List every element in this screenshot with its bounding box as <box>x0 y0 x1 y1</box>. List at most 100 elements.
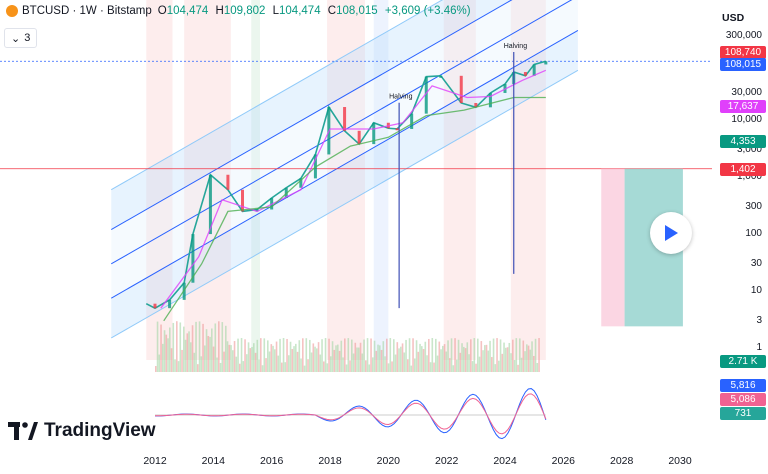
volume-bar <box>419 343 421 372</box>
time-tick-label: 2030 <box>668 455 692 467</box>
volume-bar <box>321 339 323 372</box>
time-tick-label: 2012 <box>143 455 167 467</box>
volume-bar <box>445 351 448 372</box>
volume-badge: 2.71 K <box>720 355 766 368</box>
cycle-band <box>510 0 546 360</box>
volume-bar <box>396 342 399 372</box>
open-value: 104,474 <box>166 5 209 17</box>
volume-bar <box>372 357 374 372</box>
price-chart-canvas[interactable]: Halving Halving <box>0 0 712 452</box>
volume-bar <box>225 325 227 372</box>
volume-bar <box>529 349 532 372</box>
interval-label[interactable]: 1W <box>79 5 97 17</box>
low-value: 104,474 <box>279 5 321 17</box>
volume-bar <box>380 349 383 372</box>
volume-bar <box>431 338 434 372</box>
volume-bar <box>342 357 344 372</box>
cycle-band <box>251 0 260 360</box>
exchange-label: Bitstamp <box>107 5 152 17</box>
oscillator-badge: 731 <box>720 407 766 420</box>
volume-bar <box>302 338 304 372</box>
volume-bar <box>184 339 187 372</box>
indicators-toggle-button[interactable]: ⌄ 3 <box>4 28 38 48</box>
candle <box>153 303 157 309</box>
volume-bar <box>387 363 390 372</box>
volume-bar <box>466 342 469 372</box>
candle <box>424 76 428 114</box>
volume-bar <box>326 363 329 372</box>
currency-label[interactable]: USD <box>722 12 745 24</box>
volume-bar <box>239 363 241 372</box>
channel-line-upper <box>111 0 513 230</box>
volume-bar <box>394 354 397 372</box>
volume-bar <box>267 340 269 372</box>
volume-bar <box>314 346 316 372</box>
price-scale[interactable]: 300,000 30,000 10,000 3,000 1,000 300 100 30 10 3… <box>712 0 768 452</box>
play-button[interactable] <box>650 212 692 254</box>
volume-bar <box>447 340 449 372</box>
candle <box>357 130 361 145</box>
price-tick-label: 30 <box>750 257 762 269</box>
volume-bar <box>188 331 190 372</box>
price-tick-label: 3 <box>756 314 762 326</box>
price-badge: 108,015 <box>720 58 766 72</box>
volume-bar <box>260 338 262 372</box>
macd-line <box>154 388 547 440</box>
volume-bar <box>309 339 311 372</box>
volume-bar <box>391 361 393 372</box>
volume-bar <box>415 340 418 372</box>
time-tick-label: 2020 <box>376 455 401 467</box>
volume-bar <box>454 338 456 372</box>
candle <box>544 61 548 65</box>
symbol-label[interactable]: BTCUSD <box>22 5 70 17</box>
volume-bar <box>379 345 381 372</box>
volume-bar <box>533 355 535 372</box>
volume-bar <box>328 338 330 372</box>
volume-bar <box>358 347 360 372</box>
time-tick-label: 2014 <box>201 455 226 467</box>
volume-bar <box>408 338 411 372</box>
volume-bar <box>401 343 404 372</box>
volume-bar <box>484 345 486 372</box>
candle <box>226 174 230 190</box>
volume-bar <box>421 346 423 372</box>
volume-bar <box>202 323 204 372</box>
volume-bar <box>491 357 493 372</box>
cycle-band <box>443 0 476 360</box>
close-label: C <box>327 5 337 17</box>
volume-bar <box>501 353 504 372</box>
volume-bar <box>284 362 287 372</box>
volume-bar <box>377 344 379 372</box>
volume-bar <box>197 364 199 372</box>
volume-bar <box>277 355 280 372</box>
volume-bar <box>235 356 238 372</box>
candle <box>410 113 414 129</box>
volume-bar <box>461 343 463 372</box>
volume-bar <box>270 344 273 372</box>
volume-bar <box>485 344 488 372</box>
volume-bar <box>478 356 481 372</box>
time-tick-label: 2026 <box>551 455 576 467</box>
volume-bar <box>219 362 222 372</box>
volume-bar <box>230 345 232 372</box>
volume-bar <box>442 345 444 372</box>
oscillator-badge: 5,086 <box>720 393 766 406</box>
volume-bar <box>223 351 225 372</box>
volume-bar <box>494 364 497 372</box>
volume-bar <box>440 349 442 372</box>
volume-bar <box>471 361 474 372</box>
volume-bar <box>265 358 267 372</box>
moving-average-pink <box>160 69 547 309</box>
volume-bar <box>244 339 246 372</box>
volume-bar <box>510 353 512 372</box>
volume-bar <box>365 360 367 372</box>
channel-band-lower <box>111 30 578 338</box>
volume-bar <box>359 342 362 372</box>
candle <box>208 174 212 235</box>
play-icon <box>665 225 678 241</box>
separator: · <box>72 5 77 17</box>
volume-bar <box>386 338 388 372</box>
volume-bar <box>503 342 505 372</box>
price-tick-label: 30,000 <box>731 86 762 98</box>
